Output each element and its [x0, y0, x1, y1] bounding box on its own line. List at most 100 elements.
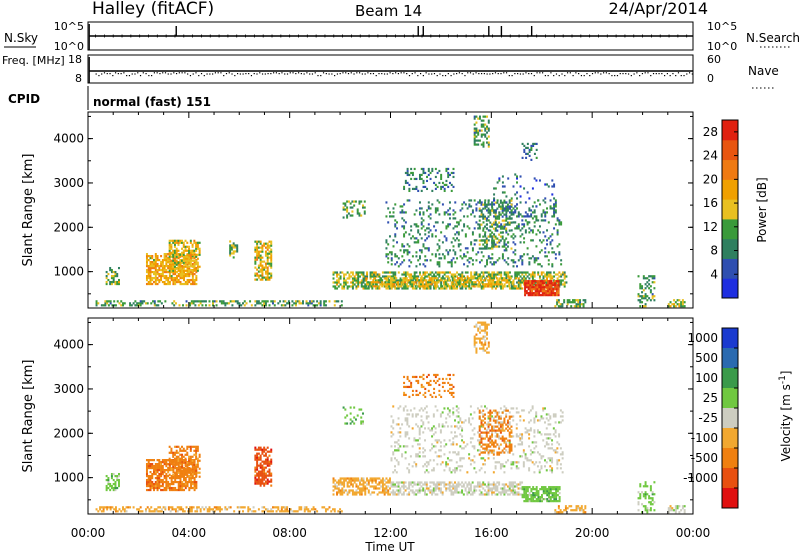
velocity-cell [438, 489, 441, 492]
power-colorbar-tick-label: 12 [703, 220, 718, 234]
velocity-cell [339, 483, 342, 486]
power-cell [526, 215, 529, 218]
power-cell [521, 261, 524, 264]
power-cell [411, 285, 414, 288]
velocity-cell [362, 477, 365, 480]
power-cell [641, 297, 644, 300]
power-cell [170, 276, 173, 280]
power-cell [508, 211, 511, 214]
power-cell [493, 193, 496, 196]
power-cell [535, 245, 538, 248]
power-cell [270, 250, 273, 253]
velocity-cell [190, 486, 193, 490]
power-cell [551, 185, 554, 188]
power-cell [489, 233, 492, 236]
power-cell [539, 294, 542, 297]
power-cell [517, 211, 520, 214]
nave-point [345, 72, 347, 74]
velocity-cell [357, 479, 360, 482]
power-cell [396, 227, 399, 230]
power-cell [447, 185, 450, 189]
power-cell [461, 273, 464, 276]
velocity-cell [167, 508, 170, 511]
velocity-cell [353, 491, 356, 494]
power-cell [641, 301, 644, 304]
power-cell [484, 233, 486, 236]
power-cell [433, 287, 436, 290]
velocity-cell [266, 470, 269, 473]
velocity-cell [525, 496, 528, 499]
velocity-cell [392, 491, 395, 494]
power-cell [460, 279, 463, 282]
power-cell [452, 217, 455, 220]
freq-panel: Freq. [MHz] 18 8 60 0 Nave [2, 53, 779, 89]
nsky-panel: N.Sky 10^5 10^0 10^5 10^0 N.Search [4, 20, 800, 53]
power-cell [116, 282, 119, 286]
power-cell [182, 265, 185, 268]
power-cell [375, 281, 378, 284]
velocity-cell [381, 487, 384, 490]
power-cell [351, 277, 354, 280]
power-cell [558, 223, 561, 226]
power-cell [349, 206, 352, 209]
power-cell [680, 301, 683, 304]
power-cell [386, 283, 389, 286]
power-cell [358, 281, 361, 284]
power-cell [477, 283, 480, 286]
velocity-cell [264, 462, 267, 465]
power-cell [154, 270, 157, 274]
velocity-cell [332, 485, 335, 488]
velocity-cell [252, 506, 255, 509]
power-cell [508, 281, 511, 284]
power-cell [396, 279, 399, 282]
velocity-cell [161, 459, 164, 462]
power-cell [397, 287, 400, 290]
power-cell [399, 211, 402, 214]
velocity-cell [279, 510, 282, 513]
power-cell [499, 231, 502, 234]
power-cell [193, 267, 196, 270]
power-cell [482, 215, 485, 218]
power-cell [191, 280, 194, 284]
velocity-cell [273, 506, 276, 509]
power-cell [649, 299, 652, 302]
velocity-cell [110, 476, 113, 480]
power-cell [503, 249, 506, 252]
nave-point [414, 72, 416, 74]
velocity-cell [105, 484, 108, 488]
velocity-cell [191, 459, 194, 462]
power-cell [521, 255, 524, 258]
velocity-cell [256, 478, 259, 481]
power-cell [436, 243, 439, 246]
velocity-cell [530, 488, 533, 491]
power-cell [539, 284, 542, 287]
power-cell [542, 271, 545, 274]
power-cell [482, 145, 485, 148]
power-cell [494, 235, 497, 238]
power-cell [644, 305, 647, 308]
power-cell [517, 227, 520, 230]
velocity-cell [264, 458, 267, 461]
power-cell [175, 267, 178, 270]
power-cell [482, 271, 485, 274]
power-cell [516, 177, 519, 180]
power-cell [110, 274, 113, 278]
velocity-cell [334, 483, 337, 486]
velocity-cell [336, 493, 339, 496]
velocity-cell [350, 477, 353, 480]
velocity-cell [388, 481, 391, 484]
velocity-cell [206, 510, 209, 513]
power-cell [669, 305, 672, 308]
velocity-cell [117, 482, 120, 486]
velocity-cell [272, 510, 274, 513]
power-cell [450, 261, 453, 264]
power-cell [173, 239, 176, 242]
power-cell [554, 282, 557, 285]
velocity-cell [397, 481, 400, 484]
power-cell [270, 264, 273, 267]
velocity-cell [151, 466, 154, 470]
nave-point [478, 73, 480, 75]
power-cell [415, 255, 418, 258]
power-cell [427, 247, 430, 250]
power-cell [334, 281, 337, 284]
